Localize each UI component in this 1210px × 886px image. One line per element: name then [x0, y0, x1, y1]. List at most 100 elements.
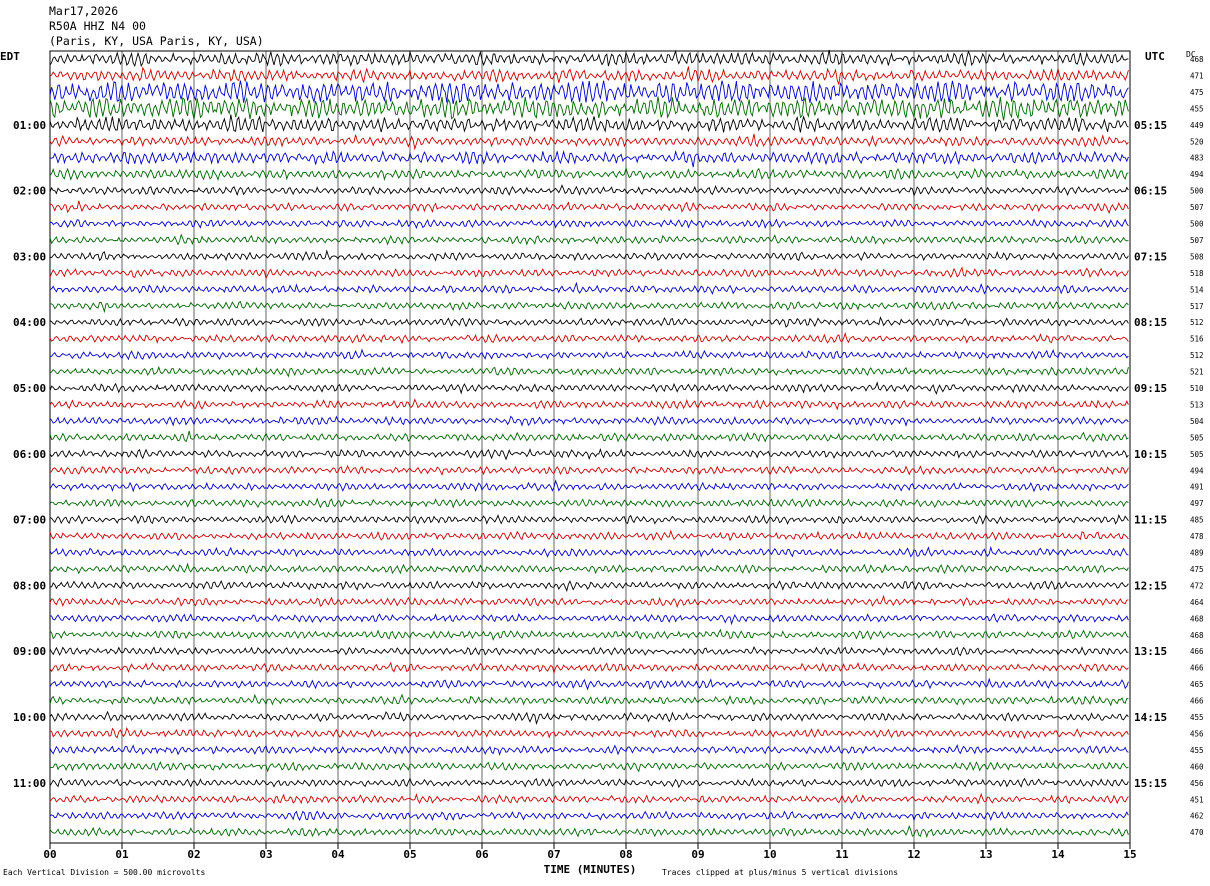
left-timezone-label: EDT [0, 50, 20, 63]
seismic-trace [49, 233, 1129, 246]
seismic-trace [49, 249, 1129, 262]
dc-offset-label: 466 [1190, 647, 1204, 656]
right-hour-label: 09:15 [1134, 382, 1167, 395]
seismic-trace [49, 792, 1129, 805]
dc-offset-label: 513 [1190, 400, 1204, 409]
seismic-trace [49, 415, 1129, 427]
seismic-trace [49, 777, 1129, 789]
seismic-trace [49, 331, 1129, 345]
seismic-trace [49, 166, 1129, 181]
dc-offset-label: 507 [1190, 203, 1204, 212]
dc-offset-label: 462 [1190, 812, 1204, 821]
dc-label: DC [1186, 50, 1196, 59]
x-tick-label: 14 [1051, 848, 1065, 861]
right-hour-label: 15:15 [1134, 777, 1167, 790]
dc-offset-label: 505 [1190, 433, 1204, 442]
dc-offset-label: 470 [1190, 828, 1204, 837]
dc-offset-label: 475 [1190, 88, 1204, 97]
seismic-trace [49, 761, 1129, 773]
dc-offset-label: 497 [1190, 499, 1204, 508]
seismic-trace [49, 430, 1129, 443]
dc-offset-label: 466 [1190, 664, 1204, 673]
left-hour-label: 06:00 [13, 448, 46, 461]
seismic-trace [49, 529, 1129, 542]
x-tick-label: 01 [115, 848, 129, 861]
dc-offset-label: 521 [1190, 368, 1204, 377]
seismic-trace [49, 133, 1129, 151]
dc-offset-label: 471 [1190, 71, 1204, 80]
seismic-trace [49, 281, 1129, 296]
dc-offset-label: 455 [1190, 104, 1204, 113]
x-tick-label: 08 [619, 848, 632, 861]
dc-offset-label: 491 [1190, 483, 1204, 492]
seismic-trace [49, 381, 1129, 395]
left-hour-label: 02:00 [13, 185, 46, 198]
seismic-trace [49, 49, 1129, 68]
seismic-trace [49, 398, 1129, 411]
dc-offset-label: 500 [1190, 187, 1204, 196]
seismic-trace [49, 464, 1129, 476]
left-hour-label: 04:00 [13, 316, 46, 329]
x-tick-label: 09 [691, 848, 704, 861]
dc-offset-label: 449 [1190, 121, 1204, 130]
left-hour-label: 01:00 [13, 119, 46, 132]
dc-offset-label: 512 [1190, 318, 1204, 327]
x-tick-label: 10 [763, 848, 776, 861]
seismic-trace [49, 646, 1129, 657]
seismic-trace [49, 80, 1129, 104]
dc-offset-label: 500 [1190, 220, 1204, 229]
seismic-trace [49, 316, 1129, 328]
right-timezone-label: UTC [1145, 50, 1165, 63]
header-date: Mar17,2026 [49, 4, 119, 18]
seismic-trace [49, 744, 1129, 756]
dc-offset-label: 507 [1190, 236, 1204, 245]
x-tick-label: 06 [475, 848, 489, 861]
x-tick-label: 11 [835, 848, 849, 861]
right-hour-label: 14:15 [1134, 711, 1167, 724]
right-hour-label: 10:15 [1134, 448, 1167, 461]
x-tick-label: 04 [331, 848, 345, 861]
seismic-trace [49, 710, 1129, 726]
seismic-trace [49, 348, 1129, 361]
seismic-trace [49, 266, 1129, 280]
seismic-trace [49, 149, 1129, 168]
left-hour-label: 03:00 [13, 250, 46, 263]
clip-note: Traces clipped at plus/minus 5 vertical … [662, 868, 899, 877]
dc-offset-label: 475 [1190, 565, 1204, 574]
seismic-trace [49, 727, 1129, 740]
dc-offset-label: 478 [1190, 532, 1204, 541]
right-hour-label: 07:15 [1134, 250, 1167, 263]
seismic-trace [49, 628, 1129, 641]
dc-offset-label: 472 [1190, 581, 1204, 590]
dc-offset-label: 465 [1190, 680, 1204, 689]
seismic-trace [49, 200, 1129, 214]
dc-offset-label: 466 [1190, 697, 1204, 706]
seismic-trace [49, 184, 1129, 197]
seismic-trace [49, 300, 1129, 314]
seismic-trace [49, 693, 1129, 707]
x-tick-label: 03 [259, 848, 272, 861]
dc-offset-label: 505 [1190, 450, 1204, 459]
seismic-trace [49, 114, 1129, 133]
dc-offset-label: 520 [1190, 137, 1204, 146]
right-hour-label: 11:15 [1134, 514, 1167, 527]
dc-offset-label: 455 [1190, 713, 1204, 722]
x-tick-label: 15 [1123, 848, 1136, 861]
scale-note: Each Vertical Division = 500.00 microvol… [3, 868, 206, 877]
left-hour-label: 09:00 [13, 645, 46, 658]
seismic-trace [49, 479, 1129, 493]
dc-offset-label: 518 [1190, 269, 1204, 278]
seismic-trace [49, 545, 1129, 558]
right-hour-label: 13:15 [1134, 645, 1167, 658]
dc-offset-label: 517 [1190, 302, 1204, 311]
x-tick-label: 05 [403, 848, 416, 861]
seismic-trace [49, 677, 1129, 691]
dc-offset-label: 494 [1190, 466, 1204, 475]
left-hour-label: 11:00 [13, 777, 46, 790]
seismic-trace [49, 514, 1129, 525]
dc-offset-label: 485 [1190, 516, 1204, 525]
right-hour-label: 06:15 [1134, 185, 1167, 198]
dc-offset-label: 483 [1190, 154, 1204, 163]
dc-offset-label: 455 [1190, 746, 1204, 755]
left-hour-label: 08:00 [13, 579, 46, 592]
